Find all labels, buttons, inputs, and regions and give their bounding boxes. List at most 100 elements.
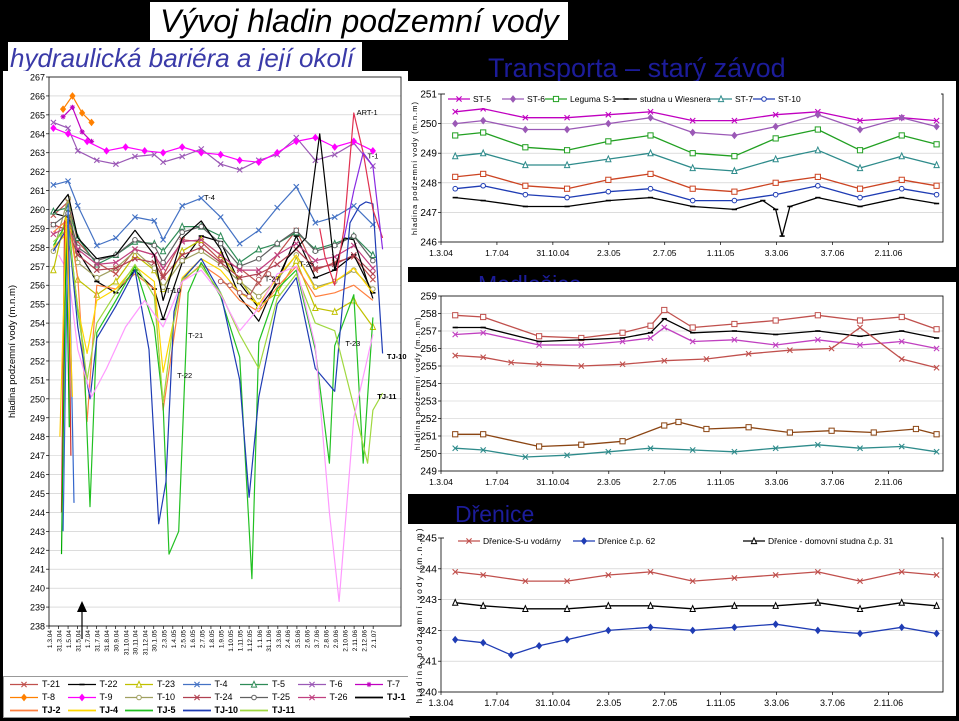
hb-series-t-10-point <box>94 274 100 281</box>
hb-xtick-label: 1.1.06 <box>257 630 264 648</box>
medlesice-ytick-label: 259 <box>420 292 437 303</box>
hb-series-t-4-point <box>65 178 72 185</box>
transporta-series-st-5-point <box>689 117 696 124</box>
hb-legend-label: T-22 <box>99 679 118 689</box>
hb-series-t-25-point <box>331 242 338 249</box>
drenice-xtick-label: 1.7.04 <box>484 698 509 708</box>
hb-legend-swatch-marker <box>136 694 142 701</box>
hb-xtick-label: 1.10.05 <box>228 630 235 652</box>
transporta-series-st-10-point <box>898 185 905 192</box>
hb-ytick-label: 242 <box>30 546 45 556</box>
hb-ytick-label: 251 <box>30 375 45 385</box>
hb-legend-swatch-marker <box>308 694 315 701</box>
hb-annotation: TJ-10 <box>387 352 407 361</box>
medlesice-series-series-point <box>828 427 835 434</box>
hb-series-t-4-point <box>131 214 138 221</box>
drenice-chart: 240 241 242 243 244 245 1.3.04 1.7.04 31.10.04 2.… <box>414 526 944 708</box>
hb-legend-label: T-26 <box>329 692 348 702</box>
hb-arrow-head <box>77 601 87 612</box>
hb-legend-swatch <box>67 693 96 702</box>
hb-ytick-label: 244 <box>30 508 45 518</box>
hb-series-t-9-point <box>293 137 300 146</box>
drenice-legend-label: Dřenice - domovní studna č.p. 31 <box>768 536 893 546</box>
hb-series-t-4-point <box>217 214 224 221</box>
transporta-series-series-point <box>933 182 940 189</box>
hb-series-t-25-point <box>274 240 281 247</box>
hb-series-t-26-point <box>74 246 81 253</box>
hb-legend-swatch <box>355 696 383 699</box>
medlesice-series-series-point <box>898 443 905 450</box>
drenice-series-d-enice-domovn-studna-p-31-point <box>563 604 571 612</box>
hb-series-t-10-point <box>236 278 243 285</box>
hb-ytick-label: 241 <box>30 565 45 575</box>
drenice-xtick-label: 2.7.05 <box>652 698 677 708</box>
hb-legend-swatch <box>297 694 326 701</box>
hb-legend-swatch-marker <box>308 681 315 688</box>
transporta-xtick-label: 1.7.04 <box>485 248 509 258</box>
medlesice-series-series-point <box>703 425 710 433</box>
medlesice-series-series-point <box>647 335 654 341</box>
medlesice-series-series-point <box>898 356 905 362</box>
hb-ytick-label: 245 <box>30 489 45 499</box>
hb-series-t-24-point <box>350 251 357 258</box>
hb-plot-frame <box>48 76 402 627</box>
medlesice-series-series-point <box>661 306 668 314</box>
hb-legend-label: T-24 <box>214 692 233 702</box>
hb-series-t-1-line <box>343 152 384 250</box>
hb-annotation: T-10 <box>166 286 181 295</box>
hb-series-t-4-point <box>274 204 281 211</box>
medlesice-xtick-label: 2.3.05 <box>597 477 621 487</box>
drenice-title: Dřenice <box>455 501 535 527</box>
hb-legend-swatch <box>10 681 38 688</box>
transporta-series-st-6-point <box>647 113 654 122</box>
hb-ytick-label: 263 <box>30 148 45 158</box>
drenice-series-d-enice-s-u-vod-rny-point <box>731 575 738 582</box>
hb-series-t-7-point <box>60 114 66 120</box>
medlesice-ytick-label: 258 <box>420 309 437 320</box>
medlesice-xtick-label: 2.7.05 <box>653 477 677 487</box>
hb-xtick-label: 1.11.05 <box>238 630 245 652</box>
hb-series-t-26-point <box>369 265 376 272</box>
hb-ytick-label: 239 <box>30 603 45 613</box>
transporta-series-leguma-s-1-line <box>455 128 937 157</box>
drenice-legend-label: Dřenice-S-u vodárny <box>483 536 562 546</box>
drenice-legend-swatch-marker <box>466 538 472 544</box>
transporta-ytick-label: 248 <box>420 178 437 189</box>
hb-series-t-21-line <box>52 201 374 284</box>
hb-series-t-26-point <box>112 259 119 266</box>
hb-xtick-label: 1.5.04 <box>66 630 73 648</box>
drenice-series-d-enice-s-u-vod-rny-point <box>689 578 696 585</box>
hb-series-t-9-point <box>179 143 186 151</box>
hb-series-t-6-point <box>93 157 100 164</box>
drenice-series-d-enice-domovn-studna-p-31-point <box>647 601 654 609</box>
drenice-series-d-enice-p-62-point <box>731 623 738 632</box>
hb-legend-swatch-marker <box>21 681 27 688</box>
transporta-series-series-point <box>452 173 459 180</box>
hb-series-tj-11-line <box>52 227 384 464</box>
hb-series-t-24-point <box>179 251 186 258</box>
drenice-ytick-label: 243 <box>419 594 437 606</box>
drenice-ytick-label: 244 <box>419 563 437 575</box>
hb-ytick-label: 267 <box>30 73 45 83</box>
medlesice-series-series-point <box>689 447 696 453</box>
hb-series-tj-4-line <box>52 231 374 373</box>
transporta-series-st-10-point <box>857 194 863 201</box>
hb-series-t-26-point <box>93 261 100 268</box>
drenice-series-d-enice-p-62-point <box>772 620 779 629</box>
drenice-xtick-label: 3.3.06 <box>764 698 789 708</box>
transporta-series-leguma-s-1-point <box>689 150 696 157</box>
hb-legend-swatch-marker <box>193 681 200 688</box>
transporta-series-st-6-point <box>772 122 779 131</box>
hb-ytick-label: 257 <box>30 262 45 272</box>
medlesice-series-series-line <box>455 326 937 369</box>
hb-legend-label: TJ-2 <box>42 705 61 715</box>
transporta-xtick-label: 3.7.06 <box>821 248 845 258</box>
hb-xtick-label: 2.4.06 <box>285 630 292 648</box>
hb-series-t-4-point <box>293 183 300 190</box>
hb-series-t-24-point <box>93 267 100 274</box>
transporta-legend-label: ST-7 <box>735 94 753 104</box>
hb-xtick-label: 2.3.05 <box>161 630 168 648</box>
drenice-legend-swatch-marker <box>750 536 758 545</box>
medlesice-series-series-point <box>898 338 905 345</box>
hb-annotation: T-21 <box>188 331 203 340</box>
